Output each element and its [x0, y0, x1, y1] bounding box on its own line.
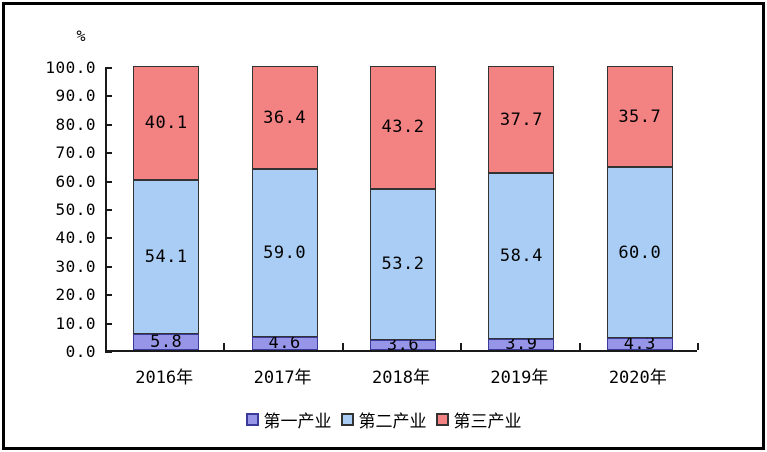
bar-value-label: 35.7 — [618, 106, 662, 127]
bar-segment: 4.6 — [251, 333, 318, 353]
legend-item: 第三产业 — [435, 407, 522, 432]
x-category-label: 2016年 — [135, 368, 194, 388]
y-tick-label: 10.0 — [55, 313, 96, 333]
y-tick-mark — [105, 152, 112, 155]
legend-label: 第二产业 — [358, 411, 427, 432]
bar-segment: 53.2 — [370, 188, 436, 340]
legend-label: 第一产业 — [263, 411, 332, 432]
bar-value-label: 60.0 — [618, 242, 662, 263]
bar-segment: 54.1 — [133, 179, 200, 334]
bar-segment: 3.9 — [488, 334, 555, 354]
x-tick-mark — [697, 343, 699, 350]
bar-segment: 37.7 — [488, 66, 555, 174]
y-tick-mark — [105, 237, 112, 240]
bar-value-label: 53.2 — [381, 254, 425, 275]
bar-segment: 36.4 — [251, 66, 318, 170]
bar-value-label: 54.1 — [144, 246, 188, 267]
y-tick-mark — [105, 123, 112, 126]
bar-value-label: 37.7 — [499, 109, 543, 130]
legend-swatch — [340, 412, 354, 426]
y-tick-label: 90.0 — [55, 86, 96, 106]
bar-segment: 4.3 — [606, 334, 673, 354]
bar-segment: 5.8 — [133, 331, 200, 352]
y-tick-label: 70.0 — [55, 143, 96, 163]
bar-value-label: 3.6 — [386, 334, 420, 355]
y-tick-mark — [105, 265, 112, 268]
bar-segment: 43.2 — [370, 66, 436, 189]
x-tick-mark — [578, 343, 581, 350]
y-tick-mark — [105, 209, 112, 211]
bar-value-label: 43.2 — [381, 117, 425, 138]
legend-item: 第一产业 — [245, 407, 332, 432]
bar-value-label: 58.4 — [499, 246, 543, 267]
y-axis-unit-label: % — [76, 27, 86, 45]
x-category-label: 2020年 — [608, 368, 667, 388]
y-tick-mark — [105, 351, 112, 353]
bar-value-label: 4.3 — [623, 333, 656, 354]
x-category-label: 2019年 — [490, 368, 549, 388]
y-tick-mark — [105, 294, 112, 297]
x-category-label: 2017年 — [253, 368, 312, 388]
bar-value-label: 36.4 — [263, 107, 307, 128]
x-tick-mark — [341, 343, 344, 350]
x-tick-mark — [460, 343, 463, 350]
legend-label: 第三产业 — [453, 411, 522, 432]
y-tick-label: 80.0 — [55, 114, 96, 134]
bar-segment: 58.4 — [488, 173, 555, 339]
y-tick-label: 40.0 — [55, 228, 96, 248]
bar-segment: 3.6 — [370, 335, 436, 355]
bar-segment: 60.0 — [606, 167, 673, 338]
legend-item: 第二产业 — [340, 407, 427, 432]
bar-segment: 59.0 — [251, 169, 318, 337]
bar-value-label: 59.0 — [263, 243, 307, 264]
y-tick-label: 0.0 — [65, 342, 96, 361]
bar-value-label: 3.9 — [505, 334, 538, 355]
bar-value-label: 4.6 — [268, 333, 301, 354]
bar-value-label: 5.8 — [150, 331, 183, 352]
bar-segment: 40.1 — [133, 66, 200, 180]
y-tick-mark — [105, 180, 112, 183]
bar-value-label: 40.1 — [144, 112, 188, 133]
y-tick-label: 20.0 — [55, 285, 96, 305]
y-tick-mark — [105, 95, 112, 98]
legend-swatch — [245, 412, 259, 426]
x-category-label: 2018年 — [372, 368, 430, 388]
legend-swatch — [435, 412, 449, 426]
x-tick-mark — [223, 343, 226, 350]
y-tick-mark — [105, 322, 112, 325]
y-tick-label: 30.0 — [55, 256, 96, 276]
y-tick-label: 60.0 — [55, 171, 96, 191]
y-tick-label: 50.0 — [55, 200, 96, 219]
y-tick-mark — [105, 67, 112, 69]
plot-area: 5.8 54.1 40.1 4.6 59.0 36.4 3.6 53.2 43.2 3.9 58.4… — [105, 66, 699, 355]
legend: 第一产业 第二产业 第三产业 — [0, 407, 767, 432]
y-tick-label: 100.0 — [45, 58, 96, 77]
bar-segment: 35.7 — [606, 66, 673, 168]
